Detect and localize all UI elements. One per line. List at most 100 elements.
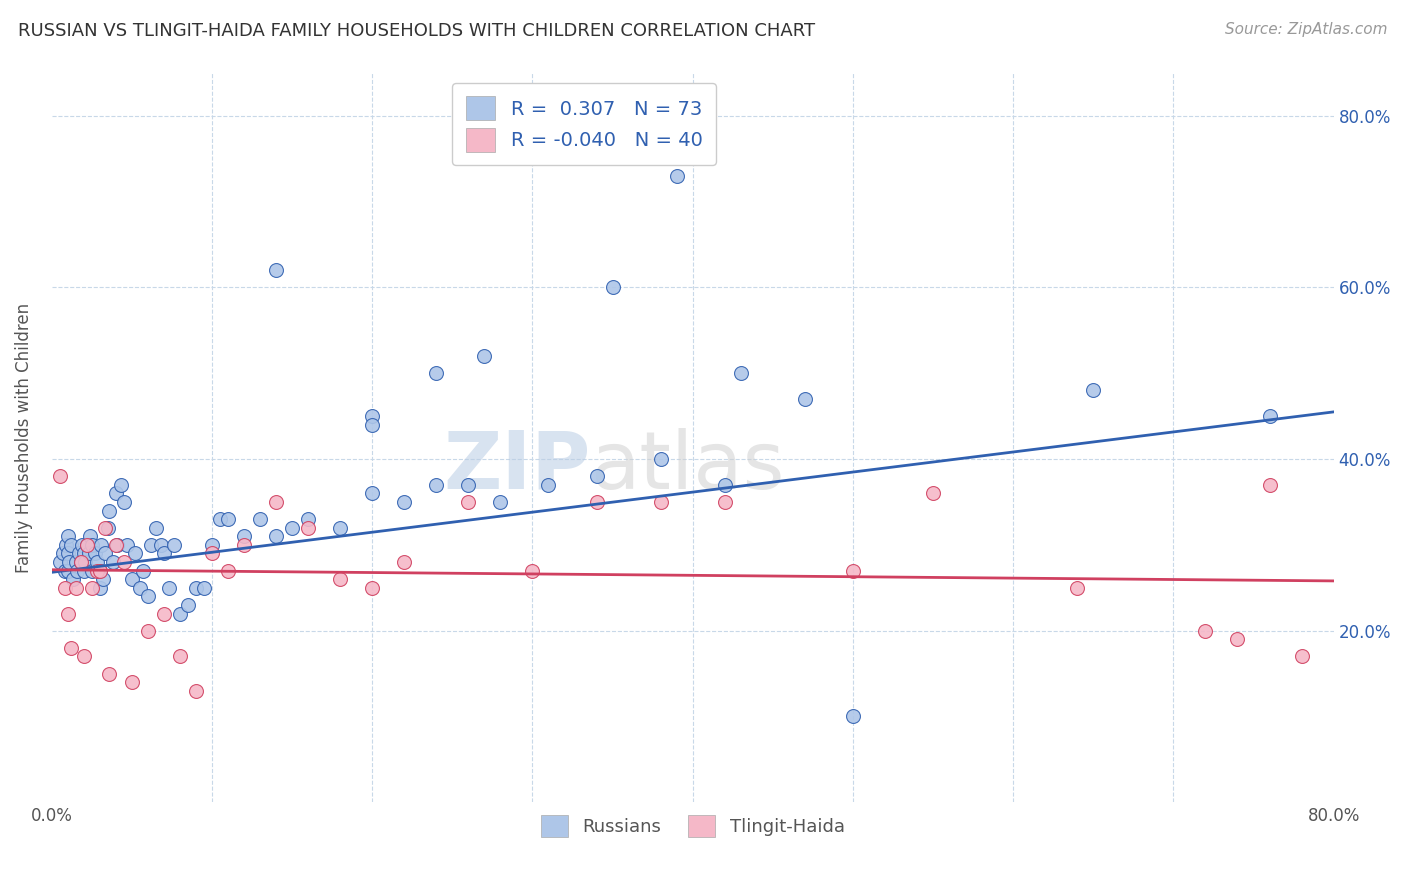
Point (59, 640, 82, 655)
Point (249, 512, 271, 526)
Point (264, 529, 287, 543)
Point (474, 349, 496, 363)
Point (177, 598, 200, 612)
Point (842, 564, 865, 578)
Point (104, 486, 127, 500)
Point (89, 564, 111, 578)
Point (56, 546, 79, 560)
Point (585, 495, 607, 509)
Point (730, 366, 752, 380)
Point (124, 546, 146, 560)
Point (650, 495, 672, 509)
Point (98, 666, 121, 681)
Point (76, 538, 98, 552)
Point (1194, 624, 1216, 638)
Point (425, 478, 447, 492)
Point (208, 512, 231, 526)
Point (457, 478, 479, 492)
Point (264, 263, 287, 277)
Point (55, 538, 77, 552)
Point (394, 555, 416, 569)
Point (713, 478, 735, 492)
Point (193, 581, 215, 595)
Point (457, 495, 479, 509)
Point (217, 512, 239, 526)
Point (89, 564, 111, 578)
Point (713, 495, 735, 509)
Point (1226, 632, 1249, 647)
Point (139, 538, 162, 552)
Point (361, 581, 384, 595)
Point (80, 538, 103, 552)
Point (91, 572, 114, 586)
Point (1066, 581, 1088, 595)
Point (56, 529, 79, 543)
Point (1083, 384, 1105, 398)
Text: ZIP: ZIP (443, 428, 591, 506)
Point (66, 564, 89, 578)
Point (922, 486, 945, 500)
Point (329, 572, 352, 586)
Text: Source: ZipAtlas.com: Source: ZipAtlas.com (1225, 22, 1388, 37)
Point (1258, 409, 1281, 424)
Point (394, 495, 416, 509)
Point (217, 564, 239, 578)
Point (128, 581, 150, 595)
Point (69, 555, 91, 569)
Point (297, 512, 319, 526)
Point (425, 366, 447, 380)
Point (89, 581, 111, 595)
Point (361, 417, 384, 432)
Point (153, 546, 176, 560)
Y-axis label: Family Households with Children: Family Households with Children (15, 302, 32, 573)
Point (115, 538, 138, 552)
Point (136, 590, 159, 604)
Point (361, 409, 384, 424)
Point (79, 529, 101, 543)
Point (76, 538, 98, 552)
Point (136, 624, 159, 638)
Point (1258, 478, 1281, 492)
Point (107, 538, 129, 552)
Point (793, 392, 815, 406)
Point (201, 546, 224, 560)
Point (537, 478, 560, 492)
Text: RUSSIAN VS TLINGIT-HAIDA FAMILY HOUSEHOLDS WITH CHILDREN CORRELATION CHART: RUSSIAN VS TLINGIT-HAIDA FAMILY HOUSEHOL… (18, 22, 815, 40)
Point (329, 521, 352, 535)
Point (585, 469, 607, 483)
Point (77, 546, 100, 560)
Point (522, 564, 544, 578)
Point (184, 581, 207, 595)
Point (104, 538, 127, 552)
Point (65, 555, 87, 569)
Point (665, 169, 688, 183)
Legend: Russians, Tlingit-Haida: Russians, Tlingit-Haida (533, 808, 852, 845)
Point (169, 649, 191, 664)
Point (65, 581, 87, 595)
Point (602, 280, 624, 294)
Point (650, 452, 672, 467)
Point (58, 555, 80, 569)
Point (110, 478, 132, 492)
Point (52, 546, 75, 560)
Point (93, 521, 115, 535)
Point (361, 486, 384, 500)
Point (56, 564, 79, 578)
Point (90, 538, 112, 552)
Point (93, 546, 115, 560)
Point (169, 607, 191, 621)
Point (101, 555, 124, 569)
Point (1291, 649, 1313, 664)
Point (157, 581, 180, 595)
Point (264, 495, 287, 509)
Point (53, 581, 76, 595)
Point (73, 649, 96, 664)
Point (149, 538, 172, 552)
Point (842, 709, 865, 723)
Point (84, 546, 107, 560)
Point (297, 521, 319, 535)
Point (184, 683, 207, 698)
Point (112, 555, 135, 569)
Point (49, 469, 72, 483)
Point (489, 495, 512, 509)
